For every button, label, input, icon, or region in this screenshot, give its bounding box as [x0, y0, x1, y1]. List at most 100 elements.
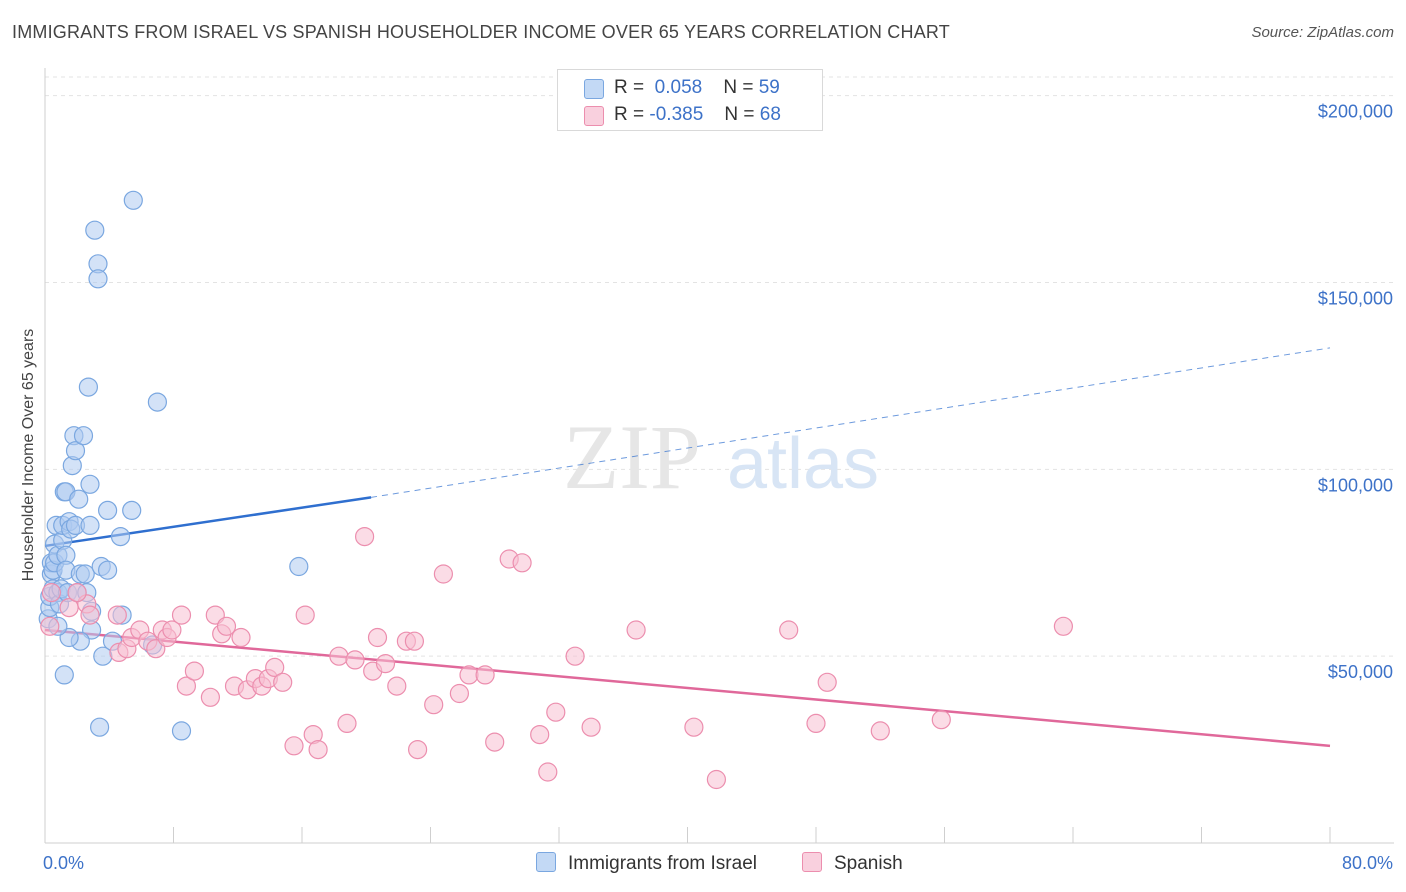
spanish-point: [184, 661, 204, 681]
bottom-legend-label-spanish: Spanish: [834, 853, 903, 874]
spanish-point: [779, 620, 799, 640]
spanish-point: [530, 724, 550, 745]
israel-point: [65, 441, 86, 461]
spanish-point: [404, 631, 424, 651]
y-tick-label: $150,000: [1318, 289, 1393, 309]
spanish-point: [216, 616, 237, 636]
bottom-legend-spanish: Spanish: [802, 852, 903, 875]
legend-r-label: R =: [614, 77, 645, 98]
spanish-point: [684, 717, 704, 737]
spanish-point: [231, 627, 251, 648]
bottom-legend-israel: Immigrants from Israel: [536, 852, 757, 875]
spanish-point: [176, 676, 196, 696]
spanish-point: [706, 769, 727, 790]
x-tick-label: 80.0%: [1342, 853, 1393, 873]
legend-r-value: 0.058: [654, 77, 703, 98]
spanish-point: [626, 620, 646, 640]
spanish-point: [308, 739, 328, 760]
israel-point: [171, 721, 192, 741]
israel-point: [289, 556, 309, 577]
watermark: ZIP atlas: [563, 406, 879, 508]
israel-point: [78, 377, 99, 397]
spanish-point: [41, 582, 62, 603]
legend-n-value: 59: [758, 77, 780, 98]
israel-point: [80, 515, 100, 536]
bottom-legend-swatch-spanish: [802, 852, 822, 872]
spanish-point: [295, 605, 315, 625]
spanish-point: [931, 710, 951, 730]
spanish-point: [387, 676, 407, 696]
israel-point: [85, 220, 105, 240]
spanish-point: [80, 605, 100, 625]
spanish-point: [200, 687, 220, 707]
spanish-point: [538, 762, 558, 782]
israel-point: [123, 190, 143, 210]
watermark-atlas: atlas: [727, 424, 879, 504]
trend-lines: [44, 347, 1331, 748]
spanish-point: [67, 582, 87, 603]
israel-trend-line: [44, 496, 372, 548]
tick-labels: $50,000 $100,000 $150,000 $200,000 0.0% 80.0%: [43, 102, 1393, 873]
spanish-point: [424, 695, 444, 715]
spanish-point: [817, 672, 837, 692]
spanish-trend-line: [44, 628, 1331, 748]
israel-point: [97, 560, 118, 580]
y-axis-label: Householder Income Over 65 years: [20, 329, 37, 582]
spanish-point: [475, 665, 495, 685]
spanish-point: [337, 713, 357, 734]
legend-r-label: R =: [614, 104, 645, 125]
spanish-point: [870, 721, 890, 741]
y-tick-label: $200,000: [1318, 102, 1393, 122]
grid-lines: [45, 76, 1394, 657]
data-points: [38, 190, 1074, 790]
israel-point: [110, 526, 131, 547]
spanish-point: [345, 650, 365, 670]
israel-point: [75, 564, 95, 584]
spanish-point: [273, 672, 293, 692]
spanish-point: [806, 713, 826, 734]
spanish-point: [512, 553, 532, 573]
israel-trend-extension: [370, 347, 1331, 498]
spanish-point: [459, 665, 479, 685]
legend-n-value: 68: [759, 104, 781, 125]
y-tick-label: $50,000: [1328, 662, 1393, 682]
spanish-point: [171, 605, 192, 625]
axes: [44, 68, 1394, 844]
spanish-point: [162, 620, 182, 640]
spanish-point: [433, 564, 453, 584]
israel-point: [147, 392, 167, 412]
spanish-point: [367, 627, 388, 648]
israel-point: [69, 489, 89, 509]
israel-point: [88, 269, 108, 289]
correlation-legend: R = 0.058 N = 59 R = -0.385 N = 68: [557, 69, 823, 131]
legend-r-value: -0.385: [649, 104, 704, 125]
spanish-point: [265, 657, 285, 678]
spanish-point: [485, 732, 505, 752]
legend-swatch-israel: [584, 79, 604, 99]
spanish-point: [408, 739, 428, 760]
israel-point: [80, 474, 100, 494]
chart-source: Source: ZipAtlas.com: [1251, 24, 1394, 41]
spanish-point: [329, 646, 349, 666]
legend-swatch-spanish: [584, 106, 604, 126]
israel-point: [89, 717, 110, 737]
spanish-point: [581, 717, 601, 737]
bottom-legend-swatch-israel: [536, 852, 556, 872]
israel-point: [97, 500, 118, 520]
chart-title: IMMIGRANTS FROM ISRAEL VS SPANISH HOUSEH…: [12, 22, 950, 42]
spanish-point: [284, 736, 304, 756]
spanish-point: [546, 702, 566, 722]
bottom-legend-label-israel: Immigrants from Israel: [568, 853, 757, 874]
israel-point: [73, 426, 94, 446]
legend-n-label: N =: [724, 104, 755, 125]
israel-point: [122, 500, 142, 520]
spanish-point: [449, 683, 469, 704]
spanish-point: [375, 653, 396, 674]
legend-n-label: N =: [723, 77, 754, 98]
spanish-point: [565, 646, 585, 666]
spanish-point: [1053, 616, 1074, 636]
spanish-point: [40, 616, 60, 636]
israel-point: [54, 665, 74, 685]
x-tick-label: 0.0%: [43, 853, 84, 873]
